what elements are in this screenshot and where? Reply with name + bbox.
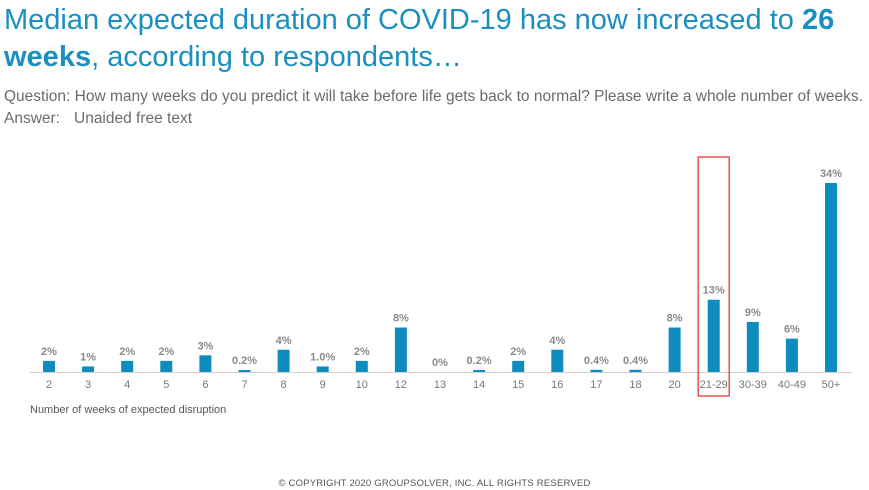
data-label-21-29: 13% [703,285,725,297]
data-label-2: 2% [41,346,57,358]
tick-label-50+: 50+ [822,379,841,391]
data-label-5: 2% [158,346,174,358]
data-label-18: 0.4% [623,355,648,367]
data-label-14: 0.2% [467,355,492,367]
copyright-footer: © COPYRIGHT 2020 GROUPSOLVER, INC. ALL R… [278,478,591,489]
bar-30-39 [746,321,759,372]
data-label-30-39: 9% [745,307,761,319]
tick-label-5: 5 [163,379,169,391]
tick-label-13: 13 [434,379,446,391]
bar-20 [668,327,681,372]
tick-label-9: 9 [320,379,326,391]
answer-row: Answer: Unaided free text [4,108,866,130]
tick-label-15: 15 [512,379,524,391]
tick-label-4: 4 [124,379,130,391]
question-text: Question: How many weeks do you predict … [4,88,863,105]
page-title: Median expected duration of COVID-19 has… [4,4,835,73]
data-label-9: 1.0% [310,351,335,363]
tick-label-17: 17 [590,379,602,391]
bar-21-29 [707,299,720,372]
data-label-4: 2% [119,346,135,358]
tick-label-21-29: 21-29 [700,379,728,391]
tick-label-20: 20 [668,379,680,391]
bar-2 [43,360,55,372]
tick-label-7: 7 [241,379,247,391]
answer-text: Unaided free text [74,110,193,127]
bar-50+ [825,183,837,372]
bar-7 [238,370,251,372]
tick-label-40-49: 40-49 [778,379,806,391]
bar-16 [551,349,564,372]
bar-12 [394,327,407,372]
tick-label-16: 16 [551,379,563,391]
tick-label-18: 18 [629,379,641,391]
bar-17 [590,369,603,372]
tick-label-2: 2 [46,379,52,391]
data-label-50+: 34% [820,168,842,180]
data-label-15: 2% [510,346,526,358]
data-label-6: 3% [197,340,213,352]
data-label-40-49: 6% [784,324,800,336]
bar-5 [160,360,173,372]
bar-14 [473,370,486,372]
question-block: Question: How many weeks do you predict … [4,86,866,130]
bar-10 [355,360,368,372]
bar-chart: 2% 2 1% 3 2% 4 2% 5 3% 6 0.2% 7 4% 8 1.0% 9 2% 10 8% 12 0% 13… [30,156,852,397]
x-axis-title: Number of weeks of expected disruption [30,404,227,416]
data-label-16: 4% [549,335,565,347]
tick-label-30-39: 30-39 [739,379,767,391]
tick-label-8: 8 [281,379,287,391]
data-label-20: 8% [667,313,683,325]
bar-18 [629,369,642,372]
data-label-3: 1% [80,351,96,363]
bar-8 [277,349,290,372]
tick-label-6: 6 [202,379,208,391]
data-label-17: 0.4% [584,355,609,367]
highlight-box [697,156,730,397]
bar-3 [82,366,95,372]
bar-15 [512,360,525,372]
tick-label-3: 3 [85,379,91,391]
bar-9 [316,366,329,372]
bar-40-49 [785,338,798,372]
tick-label-14: 14 [473,379,485,391]
data-label-12: 8% [393,313,409,325]
data-label-13: 0% [432,357,448,369]
data-label-10: 2% [354,346,370,358]
bar-4 [121,360,134,372]
data-label-8: 4% [276,335,292,347]
tick-label-12: 12 [395,379,407,391]
data-label-7: 0.2% [232,355,257,367]
bar-6 [199,355,212,372]
answer-label: Answer: [4,110,60,127]
tick-label-10: 10 [356,379,368,391]
